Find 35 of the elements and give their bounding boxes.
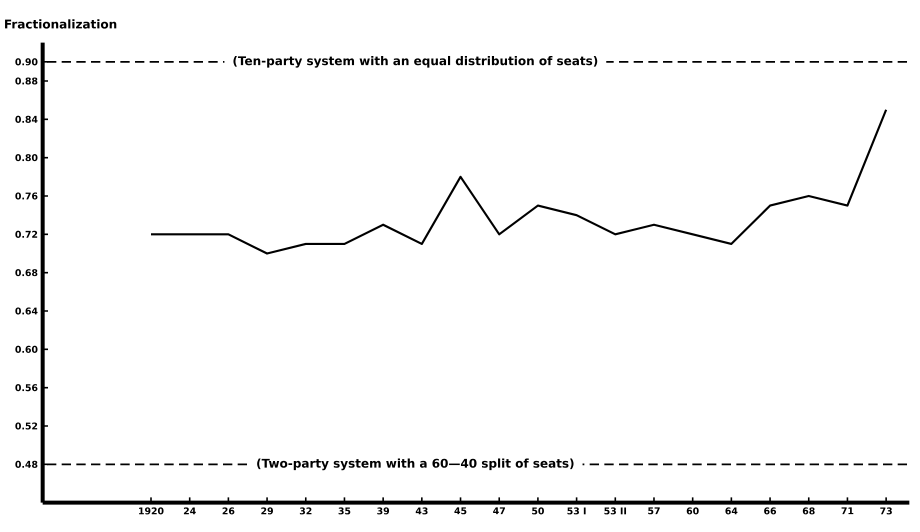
ref-line-label: (Ten-party system with an equal distribution of seats) [233, 56, 598, 68]
x-tick-label: 64 [725, 507, 738, 514]
x-tick-label: 1920 [139, 507, 164, 514]
x-tick-label: 47 [493, 507, 505, 514]
x-tick-label: 68 [802, 507, 815, 514]
x-tick-label: 73 [880, 507, 892, 514]
x-tick-label: 24 [184, 507, 196, 514]
x-tick-label: 35 [338, 507, 350, 514]
x-tick-label: 57 [648, 507, 660, 514]
y-tick-label: 0.80 [15, 154, 38, 162]
x-tick-label: 45 [454, 507, 466, 514]
x-tick-label: 53 I [567, 507, 586, 514]
y-tick-label: 0.48 [15, 460, 38, 468]
y-tick-label: 0.52 [15, 422, 38, 430]
y-tick-label: 0.60 [15, 346, 38, 353]
x-tick-label: 66 [764, 507, 776, 514]
y-tick-label: 0.76 [15, 192, 38, 200]
x-tick-label: 39 [377, 507, 390, 514]
x-tick-label: 53 II [604, 507, 626, 514]
ref-line-label: (Two-party system with a 60—40 split of seats) [257, 458, 574, 470]
x-tick-label: 71 [842, 507, 854, 514]
y-tick-label: 0.64 [15, 307, 38, 315]
x-tick-label: 32 [300, 507, 312, 514]
y-tick-label: 0.88 [15, 77, 38, 85]
x-tick-label: 26 [222, 507, 234, 514]
x-tick-label: 50 [532, 507, 544, 514]
y-tick-label: 0.68 [15, 269, 38, 276]
x-tick-label: 29 [261, 507, 273, 514]
x-tick-label: 43 [416, 507, 428, 514]
y-tick-label: 0.84 [15, 116, 38, 123]
y-tick-label: 0.90 [15, 58, 38, 66]
y-axis-title: Fractionalization [5, 19, 116, 29]
x-tick-label: 60 [686, 507, 699, 514]
y-tick-label: 0.72 [15, 230, 38, 238]
y-tick-label: 0.56 [15, 384, 38, 392]
